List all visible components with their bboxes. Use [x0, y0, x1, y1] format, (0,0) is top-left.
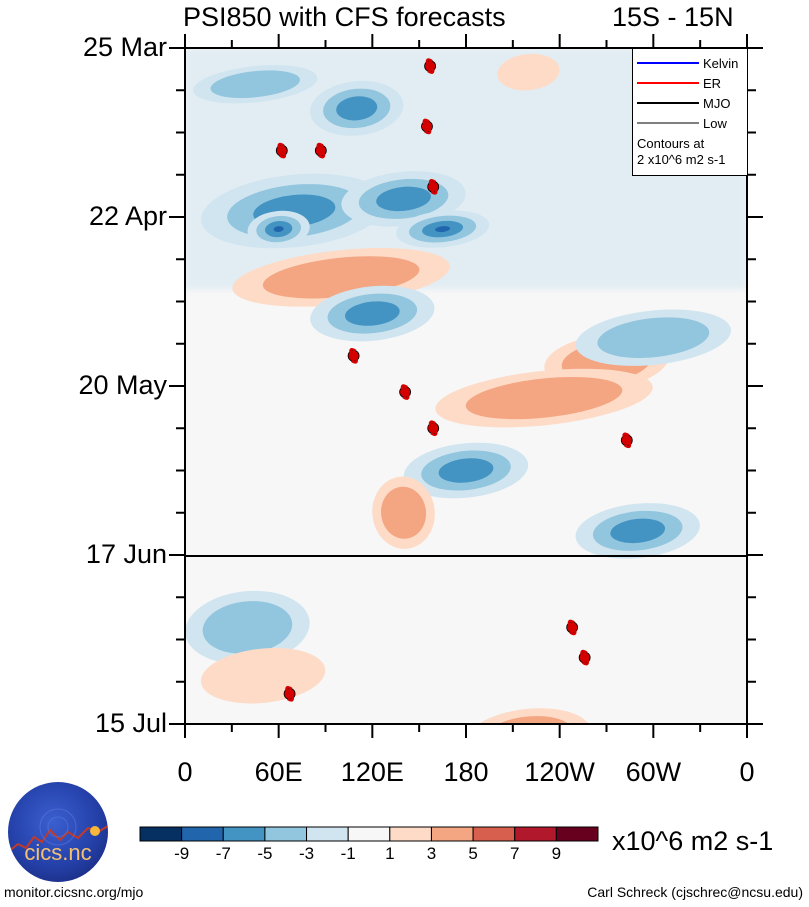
tropical-cyclone-icon	[595, 778, 606, 791]
colorbar-tick-label: 9	[551, 844, 562, 863]
colorbar-swatch	[347, 826, 391, 842]
legend-swatch	[637, 102, 699, 104]
footer-url[interactable]: monitor.cicsnc.org/mjo	[4, 884, 144, 900]
colorbar-swatch	[139, 826, 183, 842]
anomaly-contour	[435, 226, 451, 233]
x-tick-label: 180	[443, 757, 489, 787]
anomaly-contour	[344, 301, 400, 326]
anomaly-contour	[465, 376, 623, 420]
tropical-cyclone-icon	[424, 58, 436, 74]
colorbar-swatch	[389, 826, 432, 842]
x-tick-label: 60W	[625, 757, 682, 787]
colorbar-tick-label: -9	[174, 844, 190, 863]
legend-swatch	[637, 62, 699, 64]
colorbar	[139, 826, 599, 842]
axis-ticks	[169, 34, 763, 738]
colorbar-tick-label: -5	[257, 844, 273, 863]
footer-credit: Carl Schreck (cjschrec@ncsu.edu)	[587, 884, 803, 900]
tropical-cyclone-icon	[620, 432, 633, 449]
anomaly-contour	[200, 647, 326, 704]
colorbar-tick-label: -3	[298, 844, 315, 863]
tropical-cyclone-icon	[347, 347, 360, 364]
legend-label: Kelvin	[703, 55, 739, 71]
y-tick-label: 25 Mar	[82, 32, 167, 62]
x-tick-label: 0	[177, 757, 193, 787]
tropical-cyclone-icon	[421, 118, 433, 135]
sun-icon	[90, 826, 100, 836]
legend-label: Low	[703, 115, 727, 131]
chart-title: PSI850 with CFS forecasts	[183, 2, 506, 32]
cics-logo: cics.nc	[8, 782, 108, 882]
colorbar-swatch	[222, 826, 266, 842]
tropical-cyclone-icon	[275, 142, 288, 159]
mountain-icon	[8, 808, 108, 853]
anomaly-contour	[273, 226, 284, 232]
x-tick-label: 60E	[254, 757, 303, 787]
anomaly-contour	[381, 486, 427, 539]
chart-subtitle: 15S - 15N	[612, 2, 734, 32]
colorbar-swatch	[306, 826, 349, 842]
legend-swatch	[637, 122, 699, 124]
colorbar-tick-label: 7	[509, 844, 520, 863]
x-tick-label: 0	[739, 757, 755, 787]
legend-item-low: Low	[637, 115, 727, 131]
legend-label: ER	[703, 75, 722, 91]
colorbar-swatch	[472, 826, 516, 842]
legend-note-line: Contours at	[637, 136, 705, 151]
colorbar-swatch	[264, 826, 308, 842]
anomaly-contour	[290, 899, 486, 907]
anomaly-contour	[210, 70, 300, 99]
y-tick-label: 17 Jun	[85, 539, 167, 569]
tropical-cyclone-icon	[314, 142, 327, 159]
anomaly-contour	[597, 317, 710, 359]
tropical-cyclone-icon	[566, 619, 579, 636]
x-tick-label: 120E	[340, 757, 404, 787]
colorbar-tick-label: -1	[340, 844, 356, 863]
legend-item-kelvin: Kelvin	[637, 55, 738, 71]
tropical-cyclone-icon	[283, 685, 296, 702]
legend-item-mjo: MJO	[637, 95, 730, 111]
anomaly-contour	[202, 601, 293, 654]
logo-text: cics.nc	[24, 840, 92, 865]
tropical-cyclone-icon	[427, 420, 440, 437]
colorbar-swatch	[514, 826, 557, 842]
tropical-cyclone-icon	[399, 384, 412, 400]
colorbar-units: x10^6 m2 s-1	[612, 826, 774, 856]
colorbar-tick-label: 5	[468, 844, 478, 863]
colorbar-tick-label: 1	[385, 844, 395, 863]
y-tick-label: 22 Apr	[88, 201, 167, 231]
tropical-cyclone-icon	[589, 736, 600, 749]
anomaly-contour	[438, 458, 494, 483]
legend-label: MJO	[703, 95, 731, 111]
tropical-cyclone-markers	[275, 58, 633, 791]
colorbar-swatch	[430, 826, 474, 842]
legend-swatch	[637, 82, 699, 84]
y-tick-label: 15 Jul	[94, 708, 167, 738]
colorbar-swatch	[555, 826, 599, 842]
legend-item-er: ER	[637, 75, 721, 91]
colorbar-tick-label: -7	[215, 844, 231, 863]
anomaly-contour	[497, 53, 560, 91]
anomaly-contour	[376, 186, 431, 212]
colorbar-swatch	[181, 826, 224, 842]
legend-note: Contours at 2 x10^6 m2 s-1	[637, 136, 725, 168]
legend-note-line: 2 x10^6 m2 s-1	[637, 152, 726, 167]
legend: Kelvin ER MJO Low Contours at 2 x10^6 m2…	[632, 48, 748, 176]
tropical-cyclone-icon	[578, 649, 591, 666]
anomaly-contour	[610, 518, 666, 544]
anomaly-contour	[336, 96, 378, 121]
y-tick-label: 20 May	[78, 370, 167, 400]
x-tick-label: 120W	[524, 757, 595, 787]
tropical-cyclone-icon	[427, 178, 440, 195]
colorbar-tick-label: 3	[426, 844, 437, 863]
